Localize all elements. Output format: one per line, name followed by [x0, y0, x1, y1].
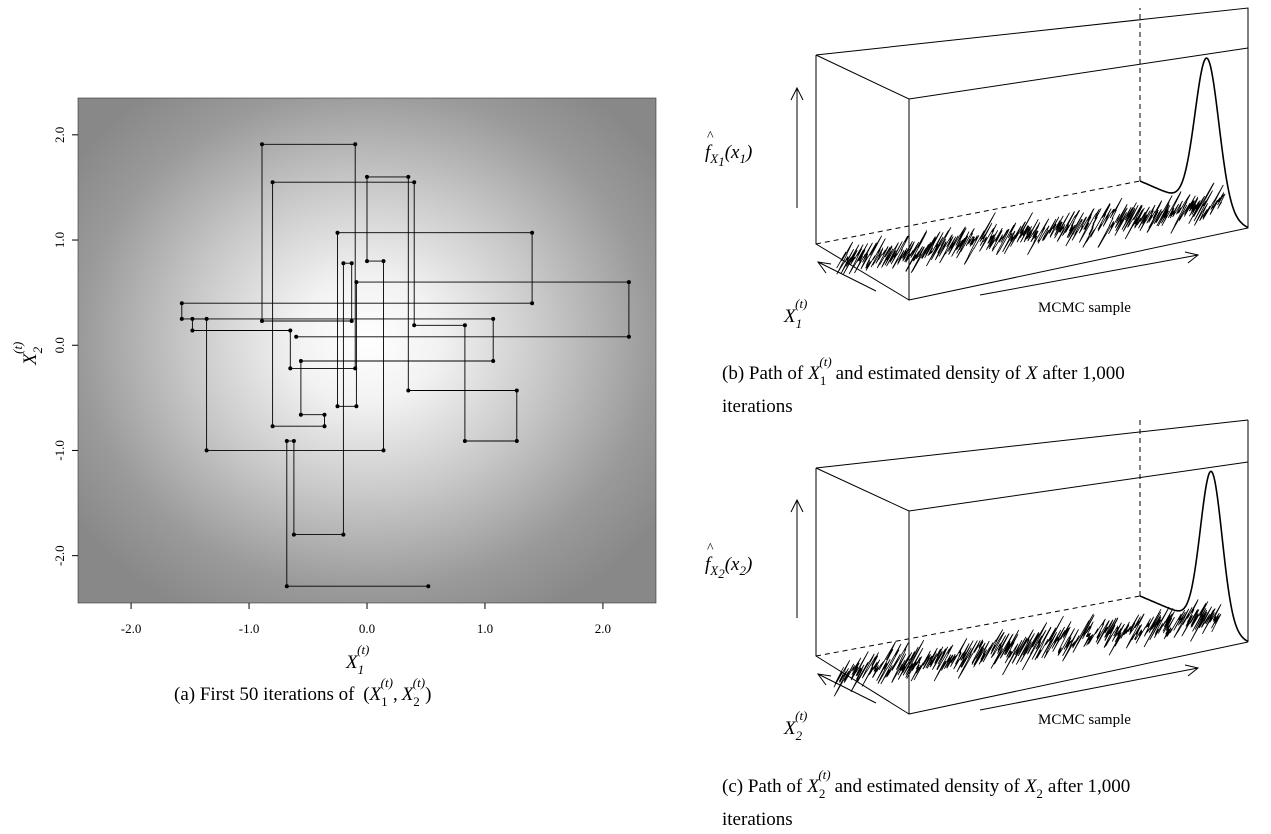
- gibbs-point: [270, 180, 275, 185]
- gibbs-point: [354, 404, 359, 409]
- gibbs-point: [341, 532, 346, 537]
- gibbs-point: [335, 404, 340, 409]
- gibbs-point: [322, 424, 327, 429]
- gibbs-point: [381, 259, 386, 264]
- gibbs-point: [291, 439, 296, 443]
- x-tick-label: -1.0: [239, 621, 260, 636]
- x-tick-label: 1.0: [477, 621, 493, 636]
- panel-b-axis-arrows: [790, 86, 1200, 296]
- gibbs-point: [341, 261, 346, 266]
- gibbs-point: [365, 259, 369, 264]
- panel-c-trace-path: [833, 599, 1222, 697]
- panel-a-density-background: [78, 98, 656, 603]
- panel-b-trace-path: [836, 182, 1226, 275]
- gibbs-point: [284, 584, 289, 589]
- panel-b-density-label: fX1(x1): [705, 142, 752, 169]
- gibbs-point: [179, 301, 184, 306]
- gibbs-point: [288, 366, 293, 371]
- panel-c-axis-arrows: [790, 498, 1200, 711]
- panel-a-xlabel: X1(t): [345, 642, 369, 677]
- gibbs-point: [270, 424, 275, 429]
- gibbs-point: [260, 319, 264, 323]
- gibbs-point: [298, 359, 303, 363]
- gibbs-point: [335, 230, 340, 235]
- gibbs-point: [204, 316, 209, 321]
- gibbs-point: [491, 316, 496, 321]
- panel-b-mcmc-label: MCMC sample: [1038, 300, 1131, 316]
- y-tick-label: -1.0: [52, 440, 67, 461]
- gibbs-point: [491, 359, 496, 363]
- panel-b-trace-3d: fX1(x1) ^ X1(t) MCMC sample (b) Path of X…: [705, 7, 1249, 417]
- panel-b-caption-line1: (b) Path of X1(t)and estimated density of…: [722, 354, 1125, 388]
- y-tick-label: 1.0: [52, 232, 67, 248]
- gibbs-point: [284, 439, 289, 443]
- y-tick-label: -2.0: [52, 545, 67, 566]
- panel-b-density-hat: ^: [707, 129, 714, 144]
- panel-a-gibbs-path: [181, 143, 630, 587]
- panel-c-path-label: X2(t): [783, 708, 807, 743]
- panel-c-box: [815, 419, 1249, 715]
- gibbs-point: [412, 323, 417, 328]
- panel-c-trace-3d: fX2(x2) ^ X2(t) MCMC sample (c) Path of X…: [705, 419, 1249, 830]
- gibbs-point: [190, 328, 195, 333]
- x-tick-label: 0.0: [359, 621, 375, 636]
- gibbs-point: [190, 316, 195, 321]
- gibbs-point: [365, 174, 369, 179]
- gibbs-point: [349, 261, 354, 266]
- panel-a-gibbs-points: [179, 142, 631, 589]
- gibbs-point: [462, 439, 467, 443]
- y-tick-label: 2.0: [52, 127, 67, 143]
- panel-b-path-label: X1(t): [783, 296, 807, 331]
- panel-c-caption-line1: (c) Path of X2(t)and estimated density of…: [722, 767, 1130, 801]
- gibbs-point: [626, 334, 631, 339]
- gibbs-point: [514, 439, 519, 443]
- gibbs-point: [406, 174, 411, 179]
- panel-a-x-axis: -2.0 -1.0 0.0 1.0 2.0: [121, 603, 611, 636]
- panel-a-ylabel: X2(t): [10, 342, 45, 366]
- gibbs-point: [291, 532, 296, 537]
- gibbs-point: [412, 180, 417, 185]
- gibbs-point: [349, 319, 354, 323]
- gibbs-point: [426, 584, 431, 589]
- gibbs-point: [530, 301, 535, 306]
- panel-c-density-curve: [1139, 470, 1249, 643]
- panel-b-box: [815, 7, 1249, 301]
- gibbs-point: [298, 412, 303, 417]
- panel-a-y-axis: -2.0 -1.0 0.0 1.0 2.0: [52, 127, 78, 566]
- gibbs-point: [514, 388, 519, 393]
- gibbs-point: [204, 448, 209, 453]
- gibbs-point: [294, 334, 299, 339]
- panel-c-density-label: fX2(x2): [705, 554, 752, 581]
- panel-c-mcmc-label: MCMC sample: [1038, 712, 1131, 728]
- panel-c-caption-line2: iterations: [722, 809, 793, 830]
- gibbs-point: [462, 323, 467, 328]
- gibbs-point: [288, 328, 293, 333]
- gibbs-point: [179, 316, 184, 321]
- panel-c-density-hat: ^: [707, 541, 714, 556]
- gibbs-point: [260, 142, 264, 147]
- gibbs-point: [530, 230, 535, 235]
- y-tick-label: 0.0: [52, 337, 67, 353]
- panel-a-caption: (a) First 50 iterations of (X1(t), X2(t)): [174, 675, 431, 709]
- panel-a-scatter: -2.0 -1.0 0.0 1.0 2.0 -2.0 -1.0 0.0 1.0 2.0 X1(t…: [10, 97, 657, 709]
- gibbs-point: [353, 142, 358, 147]
- gibbs-point: [406, 388, 411, 393]
- gibbs-point: [353, 366, 358, 371]
- gibbs-point: [354, 280, 359, 285]
- x-tick-label: -2.0: [121, 621, 142, 636]
- gibbs-point: [381, 448, 386, 453]
- gibbs-point: [626, 280, 631, 285]
- panel-b-density-curve: [1139, 57, 1249, 229]
- gibbs-point: [322, 412, 327, 417]
- x-tick-label: 2.0: [595, 621, 611, 636]
- panel-b-caption-line2: iterations: [722, 396, 793, 417]
